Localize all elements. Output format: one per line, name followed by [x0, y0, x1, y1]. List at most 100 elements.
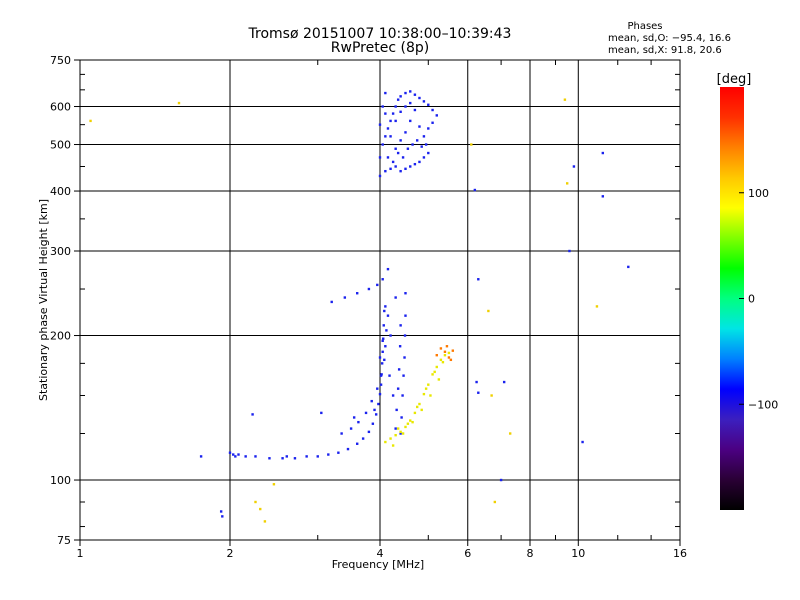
echo-point — [431, 373, 434, 376]
echo-point — [221, 515, 224, 518]
echo-point — [473, 188, 477, 192]
echo-point — [378, 356, 382, 359]
echo-point — [364, 411, 368, 415]
x-tick-label: 8 — [527, 547, 534, 560]
echo-point — [254, 500, 257, 504]
echo-point — [379, 383, 383, 386]
echo-point — [380, 362, 384, 365]
echo-point — [431, 108, 434, 112]
echo-point — [228, 451, 232, 454]
echo-point — [384, 112, 387, 115]
echo-point — [418, 402, 421, 406]
echo-point — [404, 105, 407, 108]
echo-point — [418, 160, 421, 164]
echo-point — [386, 314, 390, 317]
echo-point — [420, 408, 423, 412]
echo-point — [399, 432, 402, 435]
echo-point — [502, 380, 506, 384]
echo-point — [451, 349, 455, 352]
echo-point — [415, 139, 419, 142]
echo-point — [568, 249, 571, 253]
echo-point — [381, 339, 384, 343]
echo-point — [394, 147, 397, 150]
echo-point — [343, 296, 347, 299]
echo-point — [381, 350, 384, 353]
colorbar-ticks: 100 0 −100 — [739, 187, 778, 411]
echo-point — [355, 442, 359, 445]
y-tick-label: 300 — [50, 245, 71, 258]
echo-point — [384, 91, 387, 95]
y-tick-label: 100 — [50, 474, 71, 487]
axis-ticks: 1 2 4 6 8 10 16 75 100 200 300 400 500 600 750 — [50, 54, 687, 560]
echo-point — [402, 374, 405, 377]
echo-point — [385, 329, 388, 332]
echo-point — [415, 405, 419, 409]
echo-point — [382, 324, 385, 327]
echo-point — [237, 453, 240, 456]
echo-point — [429, 394, 432, 397]
echo-point — [386, 156, 390, 159]
echo-point — [420, 145, 423, 148]
echo-point — [422, 392, 426, 396]
echo-point — [199, 455, 203, 458]
echo-point — [422, 100, 426, 103]
echo-point — [595, 305, 599, 308]
echo-point — [346, 447, 350, 451]
echo-point — [435, 114, 438, 117]
echo-point — [411, 143, 414, 146]
echo-point — [396, 98, 400, 101]
echo-point — [384, 135, 387, 138]
x-tick-label: 16 — [673, 547, 687, 560]
echo-point — [396, 427, 400, 430]
data-points — [89, 90, 630, 523]
stats-o-mode: mean, sd,O: −95.4, 16.6 — [608, 33, 731, 44]
echo-point — [400, 416, 403, 419]
echo-point — [413, 93, 417, 96]
echo-point — [378, 392, 382, 396]
echo-point — [259, 507, 262, 511]
echo-point — [404, 314, 407, 317]
echo-point — [396, 387, 400, 390]
echo-point — [403, 334, 407, 337]
echo-point — [418, 125, 421, 128]
echo-point — [413, 108, 417, 112]
echo-point — [394, 119, 397, 123]
echo-point — [389, 437, 392, 440]
echo-point — [391, 112, 395, 115]
echo-point — [234, 455, 237, 458]
echo-point — [377, 402, 380, 406]
echo-point — [427, 103, 430, 106]
echo-point — [268, 457, 271, 460]
echo-point — [251, 413, 254, 416]
echo-point — [391, 444, 395, 447]
echo-point — [399, 139, 402, 142]
echo-point — [447, 351, 451, 355]
echo-point — [404, 425, 407, 429]
echo-point — [355, 292, 359, 295]
echo-point — [361, 437, 365, 440]
echo-point — [293, 457, 297, 460]
echo-point — [406, 422, 410, 425]
echo-point — [394, 427, 397, 430]
echo-point — [386, 267, 390, 271]
echo-point — [394, 105, 397, 108]
y-tick-label: 500 — [50, 139, 71, 152]
echo-point — [379, 374, 383, 377]
echo-point — [409, 101, 412, 105]
echo-point — [367, 430, 371, 434]
echo-point — [389, 334, 392, 337]
x-axis-label: Frequency [MHz] — [332, 558, 424, 571]
echo-point — [401, 156, 405, 159]
echo-point — [367, 287, 371, 291]
echo-point — [437, 378, 441, 381]
echo-point — [384, 440, 387, 444]
echo-point — [449, 358, 453, 362]
echo-point — [563, 98, 567, 101]
echo-point — [477, 278, 480, 281]
echo-point — [389, 119, 392, 123]
echo-point — [404, 292, 407, 295]
echo-point — [422, 135, 426, 138]
echo-point — [409, 119, 412, 123]
echo-point — [382, 337, 385, 340]
echo-point — [384, 305, 387, 308]
